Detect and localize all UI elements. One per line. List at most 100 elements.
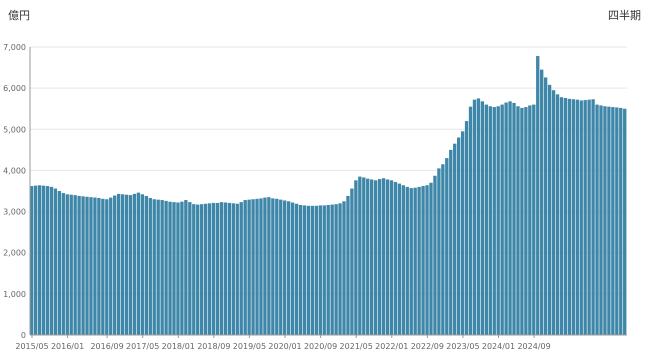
bar xyxy=(623,108,627,336)
bar xyxy=(397,183,402,335)
bar xyxy=(235,203,239,335)
bar xyxy=(294,203,299,335)
bar xyxy=(243,200,247,335)
bar xyxy=(381,178,386,335)
bar xyxy=(37,185,42,335)
bar xyxy=(120,194,125,335)
bar xyxy=(547,84,552,335)
bar xyxy=(65,194,69,335)
bar xyxy=(611,107,615,335)
y-tick-labels: 0 1,000 2,000 3,000 4,000 5,000 6,000 7,000 xyxy=(3,43,26,340)
bar xyxy=(267,197,271,335)
bar xyxy=(421,186,425,335)
bar xyxy=(49,186,54,335)
bar xyxy=(57,191,62,335)
bar xyxy=(377,179,382,335)
bar xyxy=(354,180,358,335)
x-tick-label: 2019/05 xyxy=(233,342,266,351)
y-tick-label: 7,000 xyxy=(3,43,26,52)
bar xyxy=(524,107,528,335)
y-tick-label: 4,000 xyxy=(3,166,26,175)
bar xyxy=(342,201,346,335)
bar xyxy=(520,107,524,335)
bar xyxy=(567,98,572,335)
bar xyxy=(239,202,243,335)
bar xyxy=(528,105,532,335)
bar xyxy=(85,196,89,335)
bar xyxy=(81,196,85,335)
bar xyxy=(516,106,520,335)
bar xyxy=(144,195,149,335)
bar xyxy=(310,205,315,335)
x-tick-label: 2018/09 xyxy=(197,342,230,351)
bar xyxy=(326,204,330,335)
x-tick-label: 2024/09 xyxy=(517,342,550,351)
bar xyxy=(302,205,307,335)
x-tick-label: 2020/01 xyxy=(268,342,301,351)
x-tick-label: 2016/01 xyxy=(51,342,84,351)
bar xyxy=(318,205,322,335)
bar xyxy=(259,198,263,335)
bar xyxy=(563,98,568,336)
x-tick-label: 2020/09 xyxy=(304,342,337,351)
bar xyxy=(488,106,492,335)
bar xyxy=(464,121,469,335)
bar xyxy=(504,102,508,335)
bar xyxy=(73,195,77,335)
bar xyxy=(152,199,156,335)
bar xyxy=(437,168,441,335)
bar xyxy=(263,197,267,335)
bar xyxy=(231,203,235,335)
bar xyxy=(512,102,516,335)
bar xyxy=(607,106,611,335)
bar xyxy=(389,180,394,335)
bar xyxy=(358,176,362,335)
bar xyxy=(136,192,141,335)
bar xyxy=(453,143,457,335)
bar xyxy=(472,99,477,335)
bar xyxy=(543,77,548,335)
bar xyxy=(275,198,279,335)
bar xyxy=(176,202,180,335)
bar xyxy=(53,188,58,335)
bar xyxy=(579,100,583,336)
bar xyxy=(168,201,172,335)
bar xyxy=(362,177,366,335)
bar xyxy=(255,198,259,335)
bar xyxy=(591,99,595,335)
bar xyxy=(215,202,220,335)
y-tick-label: 6,000 xyxy=(3,84,26,93)
bar xyxy=(346,195,350,335)
bar xyxy=(401,185,405,335)
bar xyxy=(41,185,46,335)
bar xyxy=(196,204,200,335)
bar xyxy=(587,99,591,335)
x-tick-labels: 2015/05 2016/01 2016/09 2017/05 2018/01 2018/… xyxy=(15,342,550,351)
bar xyxy=(140,194,145,335)
y-tick-label: 5,000 xyxy=(3,125,26,134)
bar xyxy=(207,203,212,335)
bar xyxy=(172,202,176,335)
bar xyxy=(460,131,465,335)
bar xyxy=(93,197,97,335)
y-tick-label: 0 xyxy=(21,331,26,340)
bar xyxy=(45,186,50,335)
bar xyxy=(619,107,623,335)
bar xyxy=(370,179,374,335)
x-tick-label: 2024/01 xyxy=(482,342,515,351)
bar xyxy=(571,99,575,335)
bar xyxy=(148,197,152,335)
bar xyxy=(124,194,129,335)
bar xyxy=(599,105,603,335)
bar xyxy=(109,197,113,335)
bar xyxy=(33,185,38,335)
bar xyxy=(203,203,208,335)
bar xyxy=(338,203,342,335)
bar xyxy=(77,195,81,335)
bar xyxy=(271,198,275,335)
bar xyxy=(314,205,319,335)
bar xyxy=(279,199,283,335)
x-tick-label: 2022/09 xyxy=(411,342,444,351)
bar xyxy=(575,99,579,335)
bar xyxy=(405,186,409,335)
